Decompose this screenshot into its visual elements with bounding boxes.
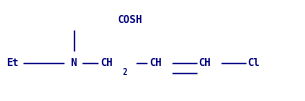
Text: COSH: COSH [117, 15, 142, 25]
Text: CH: CH [198, 58, 211, 68]
Text: Cl: Cl [247, 58, 260, 68]
Text: CH: CH [100, 58, 113, 68]
Text: CH: CH [149, 58, 161, 68]
Text: N: N [70, 58, 76, 68]
Text: 2: 2 [123, 68, 127, 77]
Text: Et: Et [6, 58, 19, 68]
